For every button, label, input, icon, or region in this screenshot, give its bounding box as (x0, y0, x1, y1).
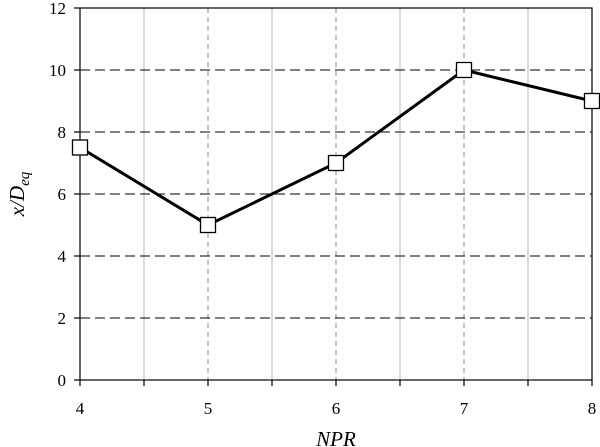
x-tick-label: 4 (76, 399, 85, 418)
y-axis-label-main: x/D (5, 186, 29, 217)
y-tick-label: 4 (58, 247, 67, 266)
y-tick-labels: 0 2 4 6 8 10 12 (49, 0, 67, 390)
x-tick-labels: 4 5 6 7 8 (76, 399, 597, 418)
y-tick-label: 0 (58, 371, 67, 390)
y-tick-label: 6 (58, 185, 67, 204)
x-axis-label: NPR (315, 427, 356, 447)
y-tick-label: 8 (58, 123, 67, 142)
x-tick-label: 7 (460, 399, 469, 418)
data-point-marker (455, 61, 473, 79)
data-point-marker (583, 92, 600, 110)
y-tick-label: 10 (49, 61, 66, 80)
data-point-marker (327, 154, 345, 172)
y-tick-label: 2 (58, 309, 67, 328)
x-tick-label: 5 (204, 399, 213, 418)
y-axis-label: x/Deq (5, 171, 33, 217)
x-tick-label: 6 (332, 399, 341, 418)
data-point-marker (199, 216, 217, 234)
x-tick-label: 8 (588, 399, 597, 418)
y-tick-label: 12 (49, 0, 66, 18)
grid (80, 8, 592, 380)
y-axis-label-subscript: eq (17, 171, 33, 186)
tick-marks (74, 7, 593, 386)
data-point-marker (71, 139, 89, 156)
